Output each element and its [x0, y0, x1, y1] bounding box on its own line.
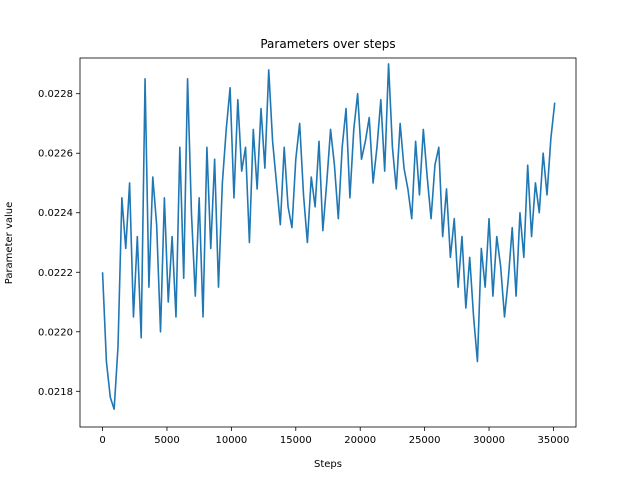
x-tick-label: 30000: [473, 435, 505, 446]
x-tick-label: 25000: [409, 435, 441, 446]
plot-area: [101, 63, 556, 410]
series-line-0: [101, 63, 556, 410]
y-axis-label: Parameter value: [4, 202, 15, 285]
x-tick-label: 10000: [215, 435, 247, 446]
x-tick-label: 35000: [538, 435, 570, 446]
x-axis-label: Steps: [314, 459, 342, 470]
y-tick-label: 0.0218: [38, 387, 73, 398]
y-tick-label: 0.0222: [38, 268, 73, 279]
y-tick-label: 0.0228: [38, 89, 73, 100]
x-tick-label: 5000: [154, 435, 179, 446]
y-tick-label: 0.0224: [38, 208, 73, 219]
plot-frame: [79, 57, 577, 428]
y-tick-label: 0.0226: [38, 149, 73, 160]
y-axis: 0.0218 0.0220 0.0222 0.0224 0.0226 0.0228: [38, 89, 80, 398]
chart-title: Parameters over steps: [260, 37, 395, 51]
x-tick-label: 0: [99, 435, 105, 446]
y-tick-label: 0.0220: [38, 327, 73, 338]
x-tick-label: 20000: [344, 435, 376, 446]
x-tick-label: 15000: [280, 435, 312, 446]
x-axis: 0 5000 10000 15000 20000 25000 30000 35000: [99, 427, 569, 446]
